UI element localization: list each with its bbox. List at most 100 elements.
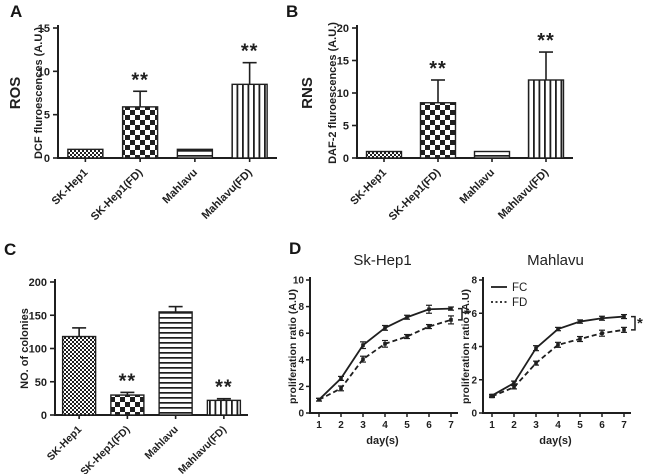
bar bbox=[158, 311, 193, 416]
panel-a-bar-chart: 0 5 10 15 ROS DCF fluroescences (A.U.) SK-Hep1… bbox=[7, 23, 277, 223]
bar bbox=[206, 399, 242, 416]
x-tick-label: 6 bbox=[426, 420, 432, 431]
y-tick-label: 10 bbox=[38, 66, 50, 78]
data-point bbox=[534, 361, 538, 365]
legend-label-fc: FC bbox=[512, 282, 527, 294]
x-tick-label: 7 bbox=[621, 420, 627, 431]
data-point bbox=[578, 319, 582, 324]
bar bbox=[231, 83, 268, 159]
x-tick-label: 3 bbox=[533, 420, 539, 431]
bar bbox=[110, 394, 145, 416]
x-tick-label: 5 bbox=[577, 420, 583, 431]
data-point bbox=[339, 386, 343, 391]
x-tick-label: 5 bbox=[404, 420, 410, 431]
y-tick-label: 8 bbox=[471, 276, 477, 287]
data-point bbox=[622, 328, 626, 332]
category-label: SK-Hep1 bbox=[348, 167, 389, 208]
y-tick-label: 0 bbox=[41, 410, 47, 422]
category-label: SK-Hep1(FD) bbox=[78, 424, 132, 474]
chart-title: Sk-Hep1 bbox=[353, 252, 411, 269]
bar bbox=[121, 106, 159, 159]
bar bbox=[365, 150, 403, 159]
panel-b-bar-chart: 0 5 10 15 20 RNS DAF-2 fluroescences (A.U.) SK-… bbox=[299, 22, 573, 223]
category-label: Mahlavu(FD) bbox=[176, 424, 229, 474]
y-tick-label: 4 bbox=[298, 355, 304, 366]
y-tick-label: 6 bbox=[298, 329, 304, 340]
y-tick-label: 10 bbox=[293, 276, 305, 287]
y-tick-label: 0 bbox=[298, 409, 304, 420]
y-tick-label: 15 bbox=[337, 56, 349, 68]
significance-label: ** bbox=[215, 377, 233, 399]
bar bbox=[419, 102, 457, 159]
y-axis-label: NO. of colonies bbox=[19, 308, 31, 389]
x-axis-label: day(s) bbox=[366, 435, 399, 447]
category-label: SK-Hep1 bbox=[45, 424, 85, 464]
y-tick-label: 50 bbox=[35, 377, 47, 389]
category-label: Mahlavu bbox=[160, 167, 200, 207]
x-tick-label: 6 bbox=[599, 420, 605, 431]
data-point bbox=[383, 342, 387, 346]
side-label: ROS bbox=[7, 77, 24, 110]
y-tick-label: 5 bbox=[343, 121, 349, 133]
data-point bbox=[361, 357, 365, 361]
category-label: Mahlavu(FD) bbox=[496, 166, 551, 221]
category-label: Mahlavu bbox=[143, 424, 181, 462]
x-axis-label: day(s) bbox=[539, 435, 572, 447]
y-axis-label: proliferation ratio (A.U) bbox=[287, 289, 299, 404]
data-point bbox=[449, 318, 453, 322]
panel-a-letter: A bbox=[10, 2, 23, 21]
data-point bbox=[556, 327, 560, 331]
y-tick-label: 0 bbox=[44, 153, 50, 165]
bar bbox=[176, 148, 214, 159]
legend-label-fd: FD bbox=[512, 297, 527, 309]
data-point bbox=[512, 381, 516, 385]
data-point bbox=[578, 337, 582, 341]
significance-label: ** bbox=[429, 58, 447, 80]
bracket-asterisk: * bbox=[637, 315, 643, 332]
data-point bbox=[405, 334, 409, 339]
bracket-asterisk: * bbox=[464, 306, 470, 323]
significance-label: ** bbox=[537, 30, 555, 52]
data-point bbox=[449, 306, 453, 311]
data-point bbox=[534, 346, 538, 350]
y-tick-label: 15 bbox=[38, 23, 50, 35]
x-tick-label: 2 bbox=[338, 420, 344, 431]
x-tick-label: 1 bbox=[489, 420, 495, 431]
data-point bbox=[622, 314, 626, 319]
x-tick-label: 4 bbox=[555, 420, 561, 431]
x-tick-label: 1 bbox=[316, 420, 322, 431]
data-point bbox=[339, 376, 343, 381]
data-point bbox=[512, 385, 516, 390]
panel-d-letter: D bbox=[289, 239, 302, 258]
panel-d-line-chart-mahlavu: 0 2 4 6 8 1 2 3 4 5 6 7 Mahlavu proliferation ratio (… bbox=[460, 252, 643, 447]
y-tick-label: 2 bbox=[471, 375, 477, 386]
chart-title: Mahlavu bbox=[527, 252, 584, 269]
bar bbox=[61, 335, 97, 416]
series-line-fd bbox=[318, 319, 452, 401]
y-tick-label: 200 bbox=[29, 277, 47, 289]
x-tick-label: 7 bbox=[448, 420, 454, 431]
category-label: SK-Hep1(FD) bbox=[89, 166, 146, 223]
data-point bbox=[427, 307, 431, 312]
y-tick-label: 5 bbox=[44, 110, 50, 122]
category-label: Mahlavu(FD) bbox=[200, 166, 255, 221]
data-point bbox=[383, 326, 387, 330]
y-tick-label: 6 bbox=[471, 309, 477, 320]
data-point bbox=[600, 331, 604, 335]
y-tick-label: 0 bbox=[343, 153, 349, 165]
significance-label: ** bbox=[241, 41, 259, 63]
category-label: SK-Hep1(FD) bbox=[387, 166, 444, 223]
data-point bbox=[600, 316, 604, 321]
y-tick-label: 100 bbox=[29, 344, 47, 356]
data-point bbox=[405, 315, 409, 320]
comparison-bracket bbox=[458, 307, 463, 321]
bar bbox=[67, 148, 104, 159]
category-label: Mahlavu bbox=[458, 167, 498, 207]
x-tick-label: 3 bbox=[360, 420, 366, 431]
panel-c-letter: C bbox=[4, 240, 17, 259]
x-tick-label: 4 bbox=[382, 420, 388, 431]
side-label: RNS bbox=[299, 77, 316, 109]
y-tick-label: 0 bbox=[471, 409, 477, 420]
y-axis-label: DAF-2 fluroescences (A.U.) bbox=[327, 22, 339, 164]
